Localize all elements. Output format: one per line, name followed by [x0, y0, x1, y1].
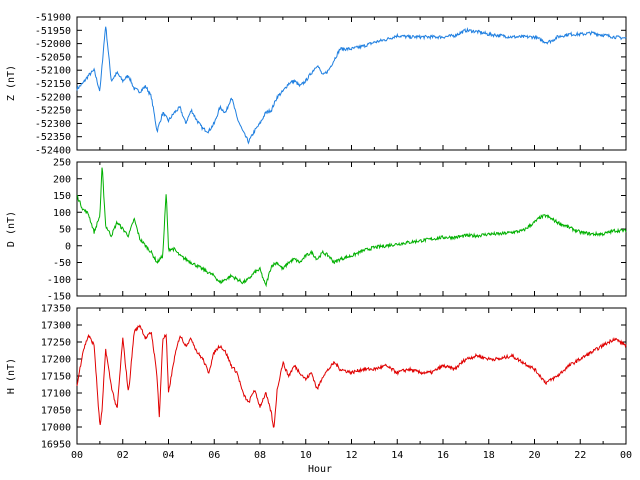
panel-h-ylabel: H (nT) — [6, 358, 17, 394]
panel-d: 250 200 150 100 50 0 -50 -100 -150 D (nT) — [6, 158, 627, 303]
x-axis-title: Hour — [308, 464, 332, 475]
panel-z-y-tick-label: -52200 — [35, 92, 71, 103]
panel-h-y-tick-label: 17100 — [41, 389, 71, 400]
panel-d-y-tick-label: 100 — [53, 208, 71, 219]
panel-z-y-tick-label: -51900 — [35, 13, 71, 24]
x-tick-label: 02 — [117, 450, 129, 461]
x-tick-label: 22 — [574, 450, 586, 461]
x-tick-label: 10 — [300, 450, 312, 461]
panel-z-y-tick-label: -52250 — [35, 106, 71, 117]
panel-d-y-tick-label: 200 — [53, 174, 71, 185]
x-tick-label: 12 — [345, 450, 357, 461]
panel-z-ylabel: Z (nT) — [6, 65, 17, 101]
panel-h-y-tick-label: 17150 — [41, 372, 71, 383]
panel-d-ylabel: D (nT) — [6, 211, 17, 247]
x-tick-label: 20 — [528, 450, 540, 461]
x-tick-label: 00 — [71, 450, 83, 461]
panel-h-y-tick-label: 17200 — [41, 355, 71, 366]
panel-d-y-tick-label: -150 — [47, 292, 71, 303]
panel-z: -51900 -51950 -52000 -52050 -52100 -52150 -522… — [6, 13, 627, 157]
panel-z-x-ticks — [76, 17, 627, 150]
panel-h-y-tick-label: 16950 — [41, 440, 71, 451]
x-tick-label: 14 — [391, 450, 403, 461]
panel-h-series-line — [76, 324, 627, 428]
x-tick-label: 00 — [620, 450, 632, 461]
panel-d-y-tick-label: 0 — [65, 241, 71, 252]
panel-z-y-tick-label: -52000 — [35, 39, 71, 50]
panel-z-y-tick-label: -52350 — [35, 132, 71, 143]
panel-d-y-tick-label: 50 — [59, 225, 71, 236]
panel-d-y-tick-label: -50 — [53, 258, 71, 269]
panel-z-y-tick-label: -52050 — [35, 52, 71, 63]
panel-h-y-tick-label: 17050 — [41, 406, 71, 417]
panel-d-series-line — [76, 167, 627, 288]
panel-h-y-ticks: 17350 17300 17250 17200 17150 17100 17050 17000… — [41, 304, 626, 451]
panel-z-y-tick-label: -51950 — [35, 26, 71, 37]
panel-z-y-tick-label: -52300 — [35, 119, 71, 130]
panel-z-series-line — [76, 26, 627, 145]
panel-h-y-tick-label: 17300 — [41, 321, 71, 332]
panel-z-y-tick-label: -52400 — [35, 146, 71, 157]
x-tick-label: 06 — [208, 450, 220, 461]
panel-h-x-ticks — [76, 308, 627, 444]
x-tick-label: 04 — [162, 450, 174, 461]
x-tick-labels: 00 02 04 06 08 10 12 14 16 18 20 22 00 — [71, 450, 632, 461]
x-tick-label: 16 — [437, 450, 449, 461]
panel-h-y-tick-label: 17250 — [41, 338, 71, 349]
panel-d-y-ticks: 250 200 150 100 50 0 -50 -100 -150 — [47, 158, 626, 303]
panel-h: 17350 17300 17250 17200 17150 17100 17050 17000… — [6, 304, 627, 451]
panel-z-y-tick-label: -52150 — [35, 79, 71, 90]
panel-h-y-tick-label: 17000 — [41, 423, 71, 434]
panel-d-x-ticks — [76, 162, 627, 296]
x-tick-label: 18 — [483, 450, 495, 461]
panel-d-y-tick-label: 150 — [53, 191, 71, 202]
panel-d-y-tick-label: -100 — [47, 275, 71, 286]
x-tick-label: 08 — [254, 450, 266, 461]
panel-z-y-tick-label: -52100 — [35, 66, 71, 77]
panel-h-y-tick-label: 17350 — [41, 304, 71, 315]
panel-z-y-ticks: -51900 -51950 -52000 -52050 -52100 -52150 -522… — [35, 13, 626, 157]
panel-d-y-tick-label: 250 — [53, 158, 71, 169]
